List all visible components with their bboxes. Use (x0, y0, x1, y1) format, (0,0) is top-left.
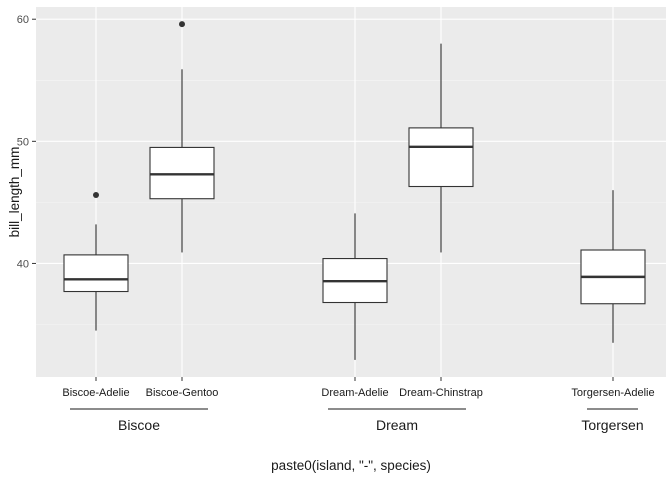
y-tick-label: 40 (17, 258, 29, 270)
outlier-point (93, 192, 99, 199)
group-label: Torgersen (581, 417, 643, 433)
y-axis: 40 50 60 (17, 14, 36, 270)
group-labels: Biscoe Dream Torgersen (70, 408, 644, 433)
group-label: Biscoe (118, 417, 160, 433)
x-axis-title: paste0(island, "-", species) (271, 458, 431, 473)
y-tick-label: 50 (17, 136, 29, 148)
x-tick-label: Biscoe-Adelie (62, 387, 129, 399)
x-tick-label: Dream-Adelie (321, 387, 388, 399)
box-iqr (63, 254, 129, 293)
x-tick-label: Torgersen-Adelie (571, 387, 654, 399)
x-axis: Biscoe-Adelie Biscoe-Gentoo Dream-Adelie Dr… (62, 377, 655, 399)
x-tick-label: Biscoe-Gentoo (146, 387, 219, 399)
box-dream-chinstrap (408, 43, 474, 253)
outlier-point (179, 21, 185, 28)
box-iqr (408, 127, 474, 188)
box-biscoe-gentoo (149, 21, 215, 253)
box-iqr (149, 146, 215, 200)
plot-panel (36, 7, 666, 377)
group-label: Dream (376, 417, 418, 433)
box-torgersen-adelie (580, 190, 646, 343)
x-tick-label: Dream-Chinstrap (399, 387, 483, 399)
y-tick-label: 60 (17, 14, 29, 26)
y-axis-title: bill_length_mm (7, 147, 22, 238)
grid-major (36, 7, 666, 377)
grid-minor (36, 79, 666, 325)
box-dream-adelie (322, 213, 388, 360)
boxes-layer (63, 21, 646, 360)
box-biscoe-adelie (63, 192, 129, 331)
